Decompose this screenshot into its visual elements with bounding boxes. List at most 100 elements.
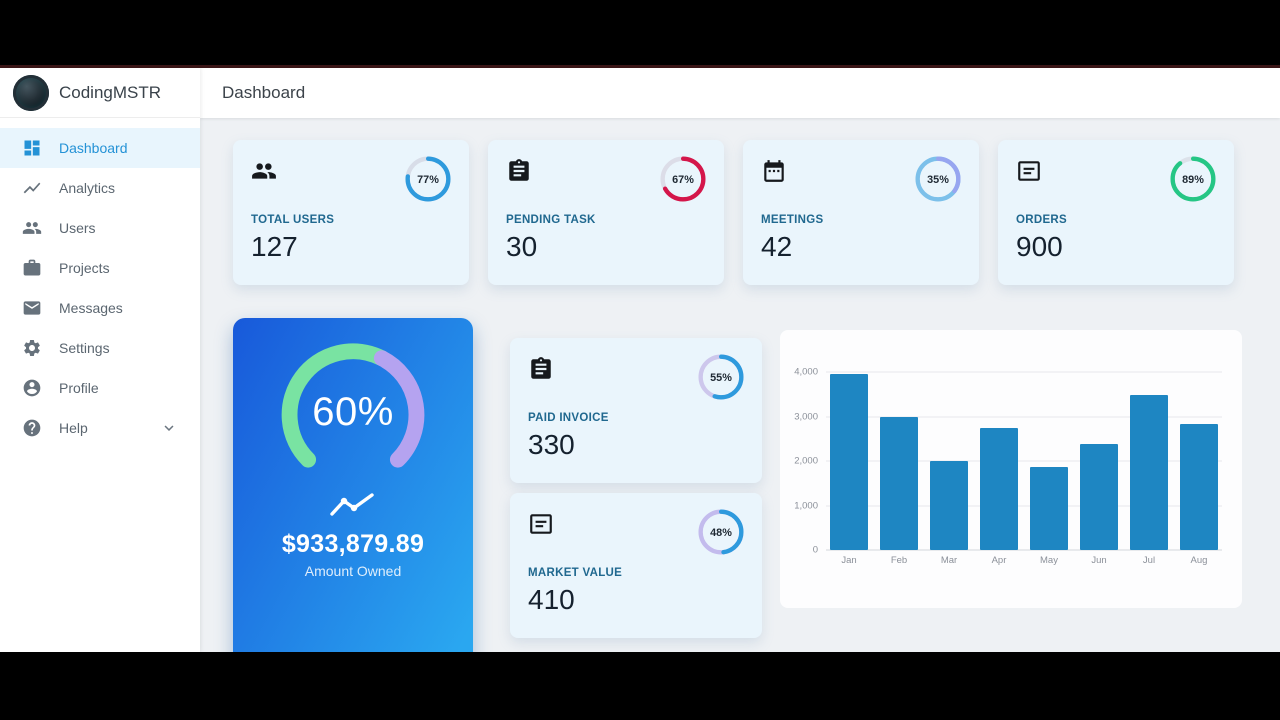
users-icon [22, 218, 42, 238]
sidebar-item-projects[interactable]: Projects [0, 248, 200, 288]
sidebar-item-label: Profile [59, 380, 99, 396]
svg-text:89%: 89% [1182, 174, 1204, 186]
x-tick-label: Jan [841, 555, 857, 566]
y-tick-label: 1,000 [794, 500, 818, 511]
gridlines [826, 371, 1222, 551]
stat-card-market-value: 48% MARKET VALUE 410 [510, 493, 762, 638]
sidebar-item-label: Projects [59, 260, 110, 276]
y-tick-label: 2,000 [794, 455, 818, 467]
main-content: 77% TOTAL USERS 127 67% [200, 118, 1280, 652]
y-tick-label: 3,000 [794, 411, 818, 422]
bar-chart-panel: 4,000 3,000 2,000 1,000 0 Jan Feb Mar Apr May Jun… [780, 330, 1242, 608]
clipboard-icon [506, 156, 532, 184]
bar-jul [1130, 395, 1168, 550]
bar-jun [1080, 444, 1118, 550]
y-axis: 4,000 3,000 2,000 1,000 0 [788, 367, 822, 556]
gauge-arc-rest [373, 350, 425, 468]
sidebar-item-label: Dashboard [59, 140, 128, 156]
svg-text:55%: 55% [710, 372, 732, 384]
sidebar-item-help[interactable]: Help [0, 408, 200, 448]
stat-card-label: PENDING TASK [506, 214, 596, 226]
bar-feb [880, 416, 918, 550]
sidebar-item-settings[interactable]: Settings [0, 328, 200, 368]
bar-plot [826, 372, 1222, 550]
brand-logo-icon [13, 74, 49, 111]
stat-card-value: 42 [761, 231, 793, 262]
chevron-down-icon [160, 419, 178, 437]
stat-card-value: 900 [1016, 231, 1063, 262]
x-tick-label: Aug [1190, 555, 1208, 566]
sidebar-item-analytics[interactable]: Analytics [0, 168, 200, 208]
stat-card-label: MEETINGS [761, 214, 824, 226]
stat-cards-row: 77% TOTAL USERS 127 67% [233, 140, 1234, 285]
card-lines-icon [528, 509, 554, 537]
sidebar-item-label: Settings [59, 340, 110, 356]
sidebar-item-label: Help [59, 420, 88, 436]
bar-may [1030, 466, 1068, 550]
help-icon [22, 418, 42, 438]
gauge-arc-value [281, 343, 390, 468]
stat-card-paid-invoice: 55% PAID INVOICE 330 [510, 338, 762, 483]
sidebar-menu: Dashboard Analytics Users Projects Messa [0, 118, 200, 448]
x-tick-label: May [1040, 555, 1058, 566]
brand-name: CodingMSTR [59, 82, 162, 102]
gauge-chart: 60% [265, 334, 441, 484]
x-tick-label: Apr [991, 555, 1007, 566]
analytics-icon [22, 178, 42, 198]
gridline [826, 371, 1222, 373]
gridline [826, 549, 1222, 551]
gear-icon [22, 338, 42, 358]
svg-text:35%: 35% [927, 174, 949, 186]
amount-owned-caption: Amount Owned [304, 563, 402, 579]
sidebar-item-messages[interactable]: Messages [0, 288, 200, 328]
y-tick-label: 0 [812, 544, 818, 556]
letterbox-top [0, 0, 1280, 65]
stat-card-meetings: 35% MEETINGS 42 [743, 140, 979, 285]
gridline [826, 505, 1222, 506]
calendar-icon [761, 156, 787, 184]
card-lines-icon [1016, 156, 1042, 184]
bar-mar [930, 461, 968, 550]
person-icon [22, 378, 42, 398]
x-tick-label: Mar [940, 555, 958, 566]
mail-icon [22, 298, 42, 318]
x-tick-label: Jun [1091, 555, 1107, 566]
people-icon [251, 156, 277, 184]
sidebar-item-label: Users [59, 220, 96, 236]
x-tick-label: Feb [890, 555, 908, 566]
bar-aug [1180, 423, 1218, 550]
gridline [826, 416, 1222, 417]
sidebar: CodingMSTR Dashboard Analytics Users [0, 68, 200, 652]
gridline [826, 460, 1222, 462]
briefcase-icon [22, 258, 42, 278]
x-tick-label: Jul [1142, 555, 1156, 566]
paid-invoice-progress-ring: 55% [698, 354, 744, 400]
amount-owned-value: $933,879.89 [281, 530, 425, 558]
stat-card-label: TOTAL USERS [251, 214, 335, 226]
sidebar-item-label: Messages [59, 300, 123, 316]
letterbox-divider [0, 65, 1280, 68]
clipboard-icon [528, 354, 554, 382]
gauge-percent: 60% [312, 390, 394, 434]
topbar: Dashboard [200, 68, 1280, 118]
stat-card-pending-task: 67% PENDING TASK 30 [488, 140, 724, 285]
brand[interactable]: CodingMSTR [0, 68, 200, 118]
bar-apr [980, 427, 1018, 550]
orders-progress-ring: 89% [1170, 156, 1216, 202]
pending-task-progress-ring: 67% [660, 156, 706, 202]
svg-text:67%: 67% [672, 174, 694, 186]
stat-card-label: MARKET VALUE [528, 567, 623, 579]
sidebar-item-users[interactable]: Users [0, 208, 200, 248]
stat-card-orders: 89% ORDERS 900 [998, 140, 1234, 285]
stat-card-value: 330 [528, 429, 575, 460]
stat-card-value: 410 [528, 584, 575, 615]
y-tick-label: 4,000 [794, 366, 818, 378]
sidebar-item-dashboard[interactable]: Dashboard [0, 128, 200, 168]
sidebar-item-label: Analytics [59, 180, 116, 196]
letterbox-bottom [0, 652, 1280, 720]
total-users-progress-ring: 77% [405, 156, 451, 202]
x-axis: Jan Feb Mar Apr May Jun Jul Aug [826, 555, 1222, 566]
sidebar-item-profile[interactable]: Profile [0, 368, 200, 408]
svg-text:77%: 77% [417, 174, 439, 186]
